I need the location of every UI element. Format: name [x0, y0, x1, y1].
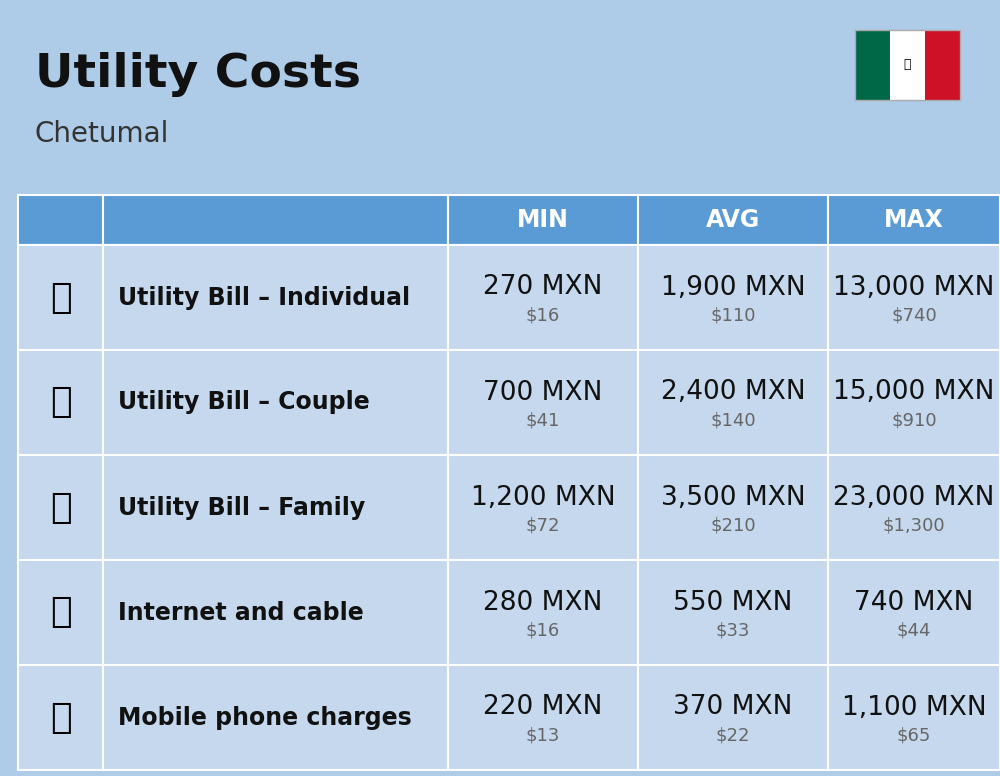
- Text: 📶: 📶: [50, 595, 71, 629]
- Text: 740 MXN: 740 MXN: [854, 590, 974, 615]
- Text: 280 MXN: 280 MXN: [483, 590, 603, 615]
- Bar: [638, 245, 828, 350]
- Text: $65: $65: [897, 726, 931, 744]
- Bar: [890, 30, 925, 100]
- Text: $22: $22: [716, 726, 750, 744]
- Bar: [103, 665, 448, 770]
- Bar: [103, 245, 448, 350]
- Bar: [103, 350, 448, 455]
- Text: 15,000 MXN: 15,000 MXN: [833, 379, 995, 406]
- Text: Internet and cable: Internet and cable: [118, 601, 364, 625]
- Text: $13: $13: [526, 726, 560, 744]
- Text: 📱: 📱: [50, 701, 71, 735]
- Text: 1,200 MXN: 1,200 MXN: [471, 484, 615, 511]
- Text: $44: $44: [897, 622, 931, 639]
- Text: 🔧: 🔧: [50, 490, 71, 525]
- Bar: [103, 455, 448, 560]
- Bar: [18, 560, 103, 665]
- Text: $910: $910: [891, 411, 937, 429]
- Bar: [925, 30, 960, 100]
- Text: $740: $740: [891, 307, 937, 324]
- Text: MIN: MIN: [517, 208, 569, 232]
- Text: 2,400 MXN: 2,400 MXN: [661, 379, 805, 406]
- Bar: [448, 245, 638, 350]
- Text: 3,500 MXN: 3,500 MXN: [661, 484, 805, 511]
- Text: Mobile phone charges: Mobile phone charges: [118, 705, 412, 729]
- Bar: [638, 455, 828, 560]
- Bar: [448, 665, 638, 770]
- Text: 23,000 MXN: 23,000 MXN: [833, 484, 995, 511]
- Text: 🔧: 🔧: [50, 386, 71, 420]
- Text: 1,900 MXN: 1,900 MXN: [661, 275, 805, 300]
- Bar: [828, 350, 1000, 455]
- Text: $110: $110: [710, 307, 756, 324]
- Bar: [18, 245, 103, 350]
- Bar: [18, 455, 103, 560]
- Text: 220 MXN: 220 MXN: [483, 695, 603, 720]
- Bar: [18, 665, 103, 770]
- Text: AVG: AVG: [706, 208, 760, 232]
- Text: 700 MXN: 700 MXN: [483, 379, 603, 406]
- Text: MAX: MAX: [884, 208, 944, 232]
- Text: $16: $16: [526, 622, 560, 639]
- Bar: [855, 30, 890, 100]
- Text: 🔧: 🔧: [50, 280, 71, 314]
- Bar: [103, 560, 448, 665]
- Text: Chetumal: Chetumal: [35, 120, 169, 148]
- Text: 13,000 MXN: 13,000 MXN: [833, 275, 995, 300]
- Text: 370 MXN: 370 MXN: [673, 695, 793, 720]
- Text: Utility Bill – Individual: Utility Bill – Individual: [118, 286, 410, 310]
- Bar: [448, 350, 638, 455]
- Bar: [448, 560, 638, 665]
- Bar: [828, 195, 1000, 245]
- Bar: [828, 665, 1000, 770]
- Bar: [828, 455, 1000, 560]
- Text: 🦅: 🦅: [904, 58, 911, 71]
- Bar: [855, 30, 960, 100]
- Bar: [828, 245, 1000, 350]
- Text: Utility Costs: Utility Costs: [35, 52, 361, 97]
- Bar: [103, 195, 448, 245]
- Bar: [18, 350, 103, 455]
- Text: $1,300: $1,300: [883, 517, 945, 535]
- Bar: [448, 195, 638, 245]
- Text: 270 MXN: 270 MXN: [483, 275, 603, 300]
- Bar: [638, 560, 828, 665]
- Text: $33: $33: [716, 622, 750, 639]
- Bar: [638, 665, 828, 770]
- Text: 1,100 MXN: 1,100 MXN: [842, 695, 986, 720]
- Text: Utility Bill – Family: Utility Bill – Family: [118, 496, 365, 519]
- Bar: [828, 560, 1000, 665]
- Text: $41: $41: [526, 411, 560, 429]
- Text: $72: $72: [526, 517, 560, 535]
- Bar: [638, 350, 828, 455]
- Text: Utility Bill – Couple: Utility Bill – Couple: [118, 390, 370, 414]
- Bar: [638, 195, 828, 245]
- Text: $16: $16: [526, 307, 560, 324]
- Text: $140: $140: [710, 411, 756, 429]
- Text: 550 MXN: 550 MXN: [673, 590, 793, 615]
- Text: $210: $210: [710, 517, 756, 535]
- Bar: [448, 455, 638, 560]
- Bar: [18, 195, 103, 245]
